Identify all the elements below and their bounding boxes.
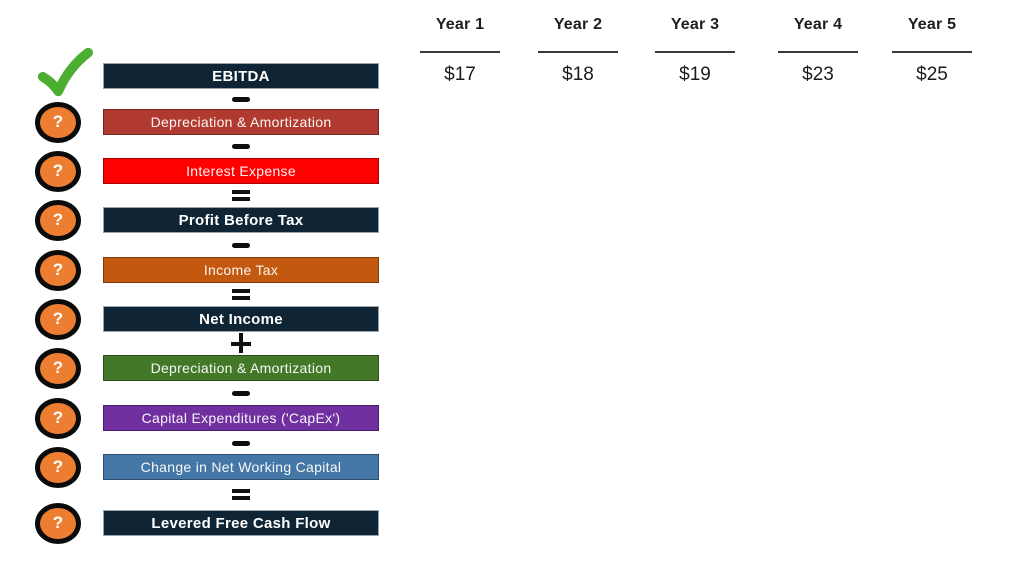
year-underline [892,51,972,53]
question-mark-label: ? [52,210,64,229]
year-underline [538,51,618,53]
flow-bar-net-income: Net Income [103,306,379,332]
flow-bar-depreciation-amortization-1: Depreciation & Amortization [103,109,379,135]
equals-operator-icon [230,186,252,206]
question-mark-label: ? [52,260,64,279]
minus-operator-icon [230,136,252,156]
question-icon[interactable]: ? [35,250,81,291]
year-column: Year 1 $17 [400,16,520,86]
flow-bar-label: Interest Expense [186,163,296,179]
question-icon[interactable]: ? [35,348,81,389]
flow-bar-change-in-net-working-capital: Change in Net Working Capital [103,454,379,480]
flow-bar-depreciation-amortization-2: Depreciation & Amortization [103,355,379,381]
flow-bar-label: Income Tax [203,262,279,278]
flow-bar-label: Capital Expenditures ('CapEx') [141,410,341,426]
question-icon[interactable]: ? [35,447,81,488]
year-header: Year 5 [907,16,957,33]
minus-operator-icon [230,235,252,255]
question-icon[interactable]: ? [35,151,81,192]
minus-operator-icon [230,433,252,453]
flow-bar-capex: Capital Expenditures ('CapEx') [103,405,379,431]
flow-bar-levered-free-cash-flow: Levered Free Cash Flow [103,510,379,536]
flow-bar-label: Net Income [199,310,283,328]
equals-operator-icon [230,485,252,505]
year-header: Year 2 [553,16,603,33]
plus-operator-icon [230,333,252,354]
year-value: $17 [444,64,476,85]
year-header: Year 1 [435,16,485,33]
flow-bar-label: Depreciation & Amortization [150,114,332,130]
year-header: Year 4 [793,16,843,33]
year-underline [420,51,500,53]
question-icon[interactable]: ? [35,299,81,340]
year-column: Year 5 $25 [872,16,992,86]
minus-operator-icon [230,89,252,109]
flow-bar-label: EBITDA [212,67,270,85]
year-column: Year 2 $18 [518,16,638,86]
question-icon[interactable]: ? [35,102,81,143]
question-icon[interactable]: ? [35,200,81,241]
question-mark-label: ? [52,408,64,427]
check-icon [37,47,94,97]
question-icon[interactable]: ? [35,398,81,439]
question-mark-label: ? [52,358,64,377]
flow-bar-interest-expense: Interest Expense [103,158,379,184]
flow-bar-label: Change in Net Working Capital [140,459,342,475]
year-underline [655,51,735,53]
question-mark-label: ? [52,309,64,328]
question-mark-label: ? [52,457,64,476]
flow-bar-ebitda: EBITDA [103,63,379,89]
year-value: $25 [916,64,948,85]
flow-bar-profit-before-tax: Profit Before Tax [103,207,379,233]
equals-operator-icon [230,285,252,305]
flow-bar-label: Depreciation & Amortization [150,360,332,376]
year-column: Year 4 $23 [758,16,878,86]
question-mark-label: ? [52,161,64,180]
flow-bar-income-tax: Income Tax [103,257,379,283]
question-mark-label: ? [52,513,64,532]
year-header: Year 3 [670,16,720,33]
year-value: $18 [562,64,594,85]
minus-operator-icon [230,383,252,403]
year-underline [778,51,858,53]
year-column: Year 3 $19 [635,16,755,86]
question-mark-label: ? [52,112,64,131]
year-value: $23 [802,64,834,85]
year-value: $19 [679,64,711,85]
flow-bar-label: Levered Free Cash Flow [151,514,331,532]
question-icon[interactable]: ? [35,503,81,544]
flow-bar-label: Profit Before Tax [178,211,304,229]
